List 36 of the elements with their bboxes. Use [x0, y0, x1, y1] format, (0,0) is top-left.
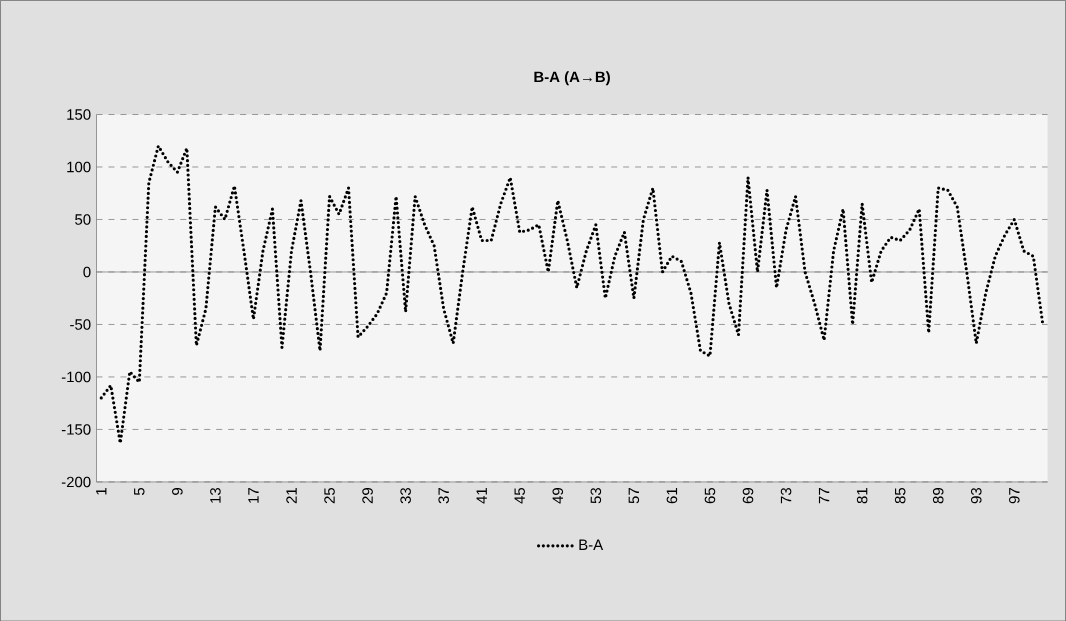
- x-tick-label: 13: [210, 487, 221, 503]
- y-tick-label: -200: [61, 476, 91, 487]
- x-tick-label: 57: [628, 487, 640, 504]
- x-tick-label: 41: [476, 487, 487, 504]
- x-tick-label: 25: [324, 487, 335, 503]
- y-tick-label: 0: [83, 266, 91, 278]
- x-tick-label: 53: [590, 487, 602, 504]
- x-tick-label: 93: [970, 487, 982, 504]
- x-tick-label: 85: [894, 487, 906, 504]
- x-tick-label: 33: [400, 487, 411, 504]
- x-tick-label: 29: [362, 487, 373, 503]
- chart-title: B-A (A→B): [534, 70, 610, 85]
- x-tick-label: 37: [438, 487, 449, 504]
- legend-label: B-A: [579, 539, 604, 550]
- x-tick-label: 97: [1009, 487, 1020, 504]
- x-tick-label: 49: [552, 487, 564, 504]
- y-tick-label: 50: [75, 213, 91, 225]
- x-tick-label: 61: [666, 487, 678, 503]
- x-tick-label: 77: [818, 487, 830, 503]
- y-tick-label: -50: [70, 318, 91, 330]
- x-tick-label: 17: [248, 487, 259, 503]
- y-tick-label: -100: [61, 371, 91, 383]
- y-tick-label: 100: [67, 161, 91, 173]
- line-series: [99, 144, 1045, 445]
- x-tick-label: 73: [780, 487, 792, 503]
- x-tick-label: 21: [286, 487, 297, 503]
- x-tick-label: 65: [704, 487, 716, 503]
- x-tick-label: 69: [742, 487, 754, 503]
- y-tick-label: -150: [61, 423, 91, 435]
- x-tick-label: 45: [514, 487, 525, 504]
- x-tick-label: 89: [932, 487, 944, 504]
- x-tick-label: 1: [96, 487, 107, 495]
- x-tick-label: 5: [134, 487, 145, 495]
- x-tick-label: 9: [172, 487, 183, 495]
- y-tick-label: 150: [67, 108, 91, 120]
- x-tick-label: 81: [856, 487, 868, 504]
